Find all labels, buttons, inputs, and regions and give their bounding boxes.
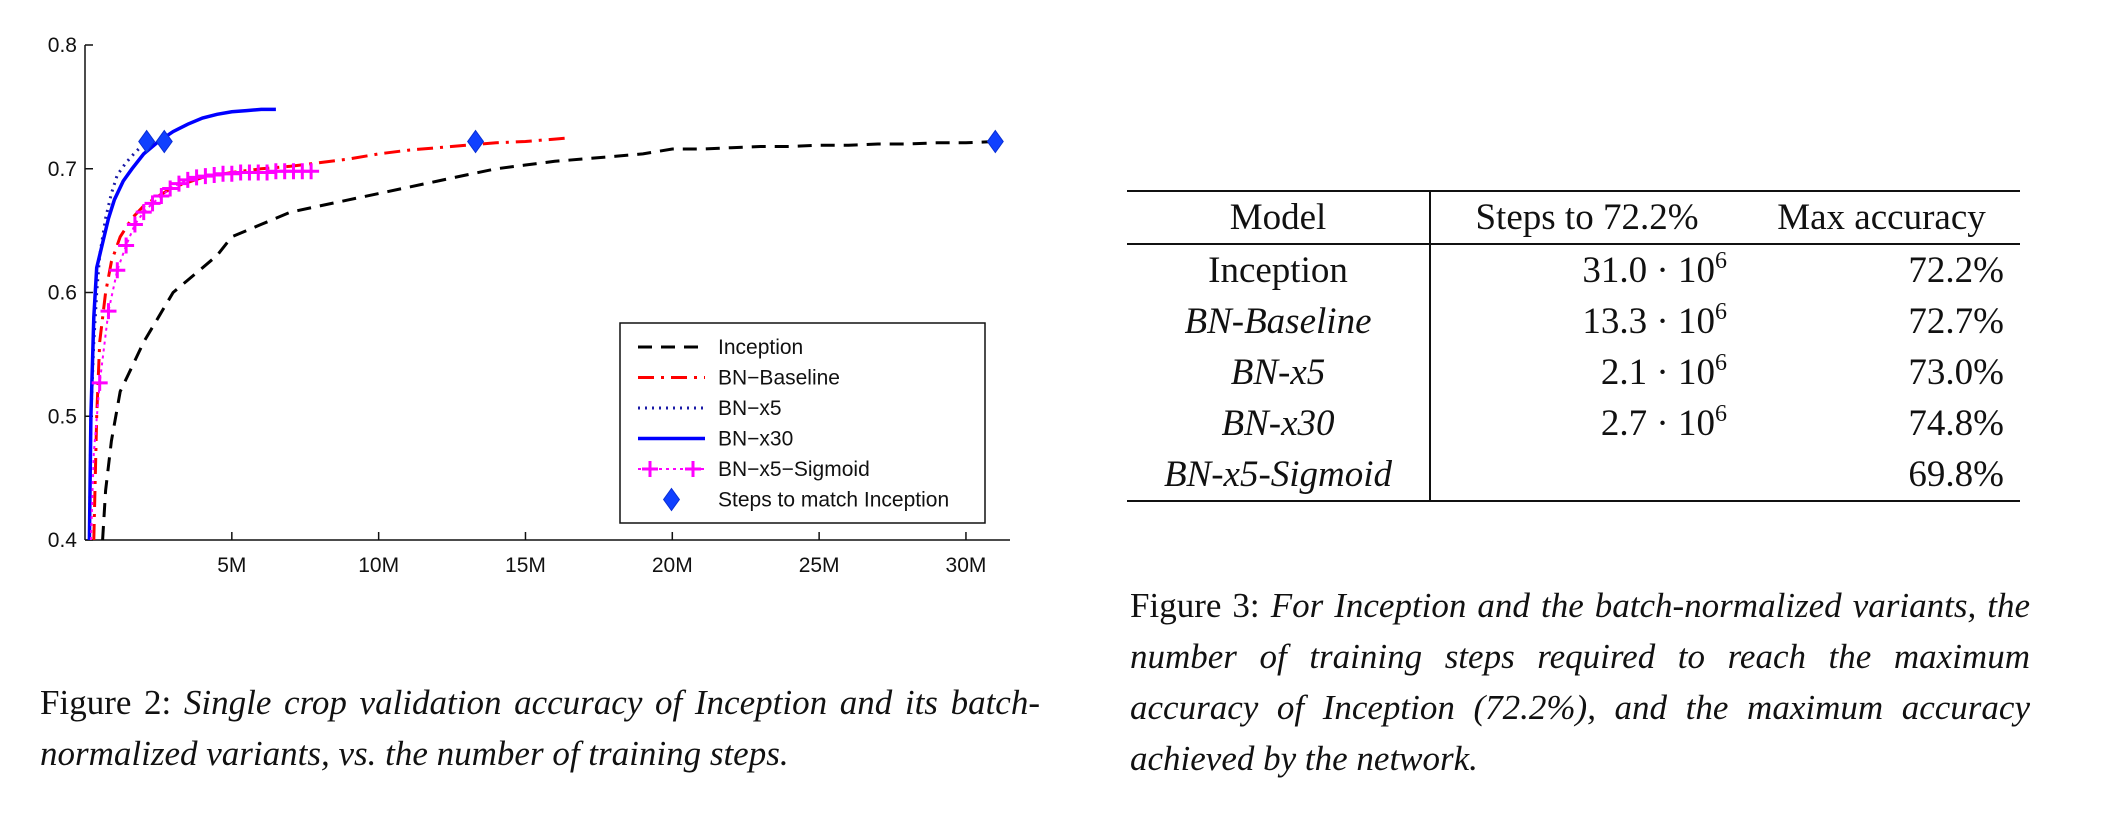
figure-2-caption: Figure 2: Single crop validation accurac…: [40, 677, 1040, 779]
data-point-bn-x5-sigmoid: [91, 374, 108, 391]
table-header-row: Model Steps to 72.2% Max accuracy: [1127, 191, 2020, 244]
figure-2-caption-body: Single crop validation accuracy of Incep…: [40, 683, 1040, 773]
data-point-bn-x5-sigmoid: [135, 204, 152, 221]
steps-exponent: 6: [1715, 299, 1727, 325]
table-row: Inception 31.0 · 106 72.2%: [1127, 244, 2020, 296]
accuracy-chart-svg: 0.4 0.5 0.6 0.7 0.8 5M 10M 15M 20M 25M 30M Inceptio…: [48, 34, 1010, 577]
data-point-match-inception: [986, 129, 1004, 154]
max-accuracy-value: 73.0%: [1908, 352, 2004, 393]
model-name: Inception: [1127, 244, 1431, 296]
model-name: BN-x30: [1127, 398, 1431, 449]
steps-value: 31.0 · 106: [1430, 244, 1743, 296]
x-tick-label: 5M: [217, 554, 246, 577]
max-accuracy-value: 69.8%: [1908, 454, 2004, 495]
steps-mantissa: 2.1 · 10: [1600, 352, 1715, 393]
figure-2-caption-lead: Figure 2:: [40, 683, 184, 722]
series-line-bn-x5-sigmoid: [89, 170, 312, 541]
results-table-wrap: Model Steps to 72.2% Max accuracy Incept…: [1127, 190, 2020, 502]
x-tick-label: 25M: [799, 554, 840, 577]
data-point-bn-x5-sigmoid: [170, 175, 187, 192]
data-point-bn-x5-sigmoid: [162, 180, 179, 197]
data-point-bn-x5-sigmoid: [109, 262, 126, 279]
data-point-bn-x5-sigmoid: [126, 216, 143, 233]
steps-mantissa: 13.3 · 10: [1582, 301, 1715, 342]
y-tick-label: 0.8: [48, 34, 77, 57]
x-tick-label: 30M: [946, 554, 987, 577]
header-max-accuracy: Max accuracy: [1777, 197, 1986, 238]
data-point-match-inception: [467, 129, 485, 154]
y-tick-label: 0.7: [48, 158, 77, 181]
steps-exponent: 6: [1715, 248, 1727, 274]
legend-swatch-marker: [685, 461, 701, 477]
steps-exponent: 6: [1715, 401, 1727, 427]
legend-label: BN−x5−Sigmoid: [718, 458, 870, 481]
legend-label: BN−x30: [718, 428, 793, 451]
series-line-bn-baseline: [92, 136, 570, 541]
data-point-bn-x5-sigmoid: [153, 187, 170, 204]
accuracy-chart: 0.4 0.5 0.6 0.7 0.8 5M 10M 15M 20M 25M 30M Inceptio…: [0, 0, 1040, 600]
steps-mantissa: 31.0 · 10: [1582, 250, 1715, 291]
series-line-inception: [101, 140, 996, 541]
legend-label: Steps to match Inception: [718, 489, 949, 512]
model-name: BN-x5-Sigmoid: [1127, 449, 1431, 501]
legend-swatch-marker: [662, 487, 681, 512]
figure-3-caption: Figure 3: For Inception and the batch-no…: [1130, 580, 2030, 784]
x-tick-label: 15M: [505, 554, 546, 577]
max-accuracy-value: 72.2%: [1908, 250, 2004, 291]
header-model: Model: [1127, 191, 1431, 244]
model-name: BN-Baseline: [1127, 296, 1431, 347]
data-point-bn-x5-sigmoid: [100, 303, 117, 320]
x-tick-label: 10M: [358, 554, 399, 577]
table-row: BN-x5 2.1 · 106 73.0%: [1127, 347, 2020, 398]
series-line-bn-x5: [87, 140, 148, 541]
header-steps: Steps to 72.2%: [1475, 197, 1699, 238]
max-accuracy-value: 74.8%: [1908, 403, 2004, 444]
data-point-bn-x5-sigmoid: [118, 237, 135, 254]
figure-3-caption-lead: Figure 3:: [1130, 586, 1271, 625]
y-tick-label: 0.5: [48, 405, 77, 428]
legend-box: [619, 322, 986, 524]
max-accuracy-value: 72.7%: [1908, 301, 2004, 342]
table-row: BN-x30 2.7 · 106 74.8%: [1127, 398, 2020, 449]
data-point-match-inception: [155, 129, 173, 154]
steps-value: 13.3 · 106: [1430, 296, 1743, 347]
y-tick-label: 0.6: [48, 282, 77, 305]
data-point-bn-x5-sigmoid: [179, 171, 196, 188]
data-point-bn-x5-sigmoid: [144, 195, 161, 212]
table-row: BN-Baseline 13.3 · 106 72.7%: [1127, 296, 2020, 347]
legend-label: Inception: [718, 336, 803, 359]
legend-label: BN−x5: [718, 397, 782, 420]
steps-value: 2.7 · 106: [1430, 398, 1743, 449]
steps-mantissa: 2.7 · 10: [1600, 403, 1715, 444]
table-row: BN-x5-Sigmoid 69.8%: [1127, 449, 2020, 501]
steps-exponent: 6: [1715, 350, 1727, 376]
y-tick-label: 0.4: [48, 529, 78, 552]
results-table: Model Steps to 72.2% Max accuracy Incept…: [1127, 190, 2020, 502]
data-point-bn-x5-sigmoid: [303, 163, 320, 180]
series-line-bn-x30: [87, 107, 276, 541]
steps-value: 2.1 · 106: [1430, 347, 1743, 398]
data-point-match-inception: [138, 129, 156, 154]
legend-label: BN−Baseline: [718, 367, 840, 390]
figure-3-caption-body: For Inception and the batch-normalized v…: [1130, 586, 2030, 778]
x-tick-label: 20M: [652, 554, 693, 577]
legend-swatch-marker: [642, 461, 658, 477]
model-name: BN-x5: [1127, 347, 1431, 398]
steps-value: [1430, 449, 1743, 501]
